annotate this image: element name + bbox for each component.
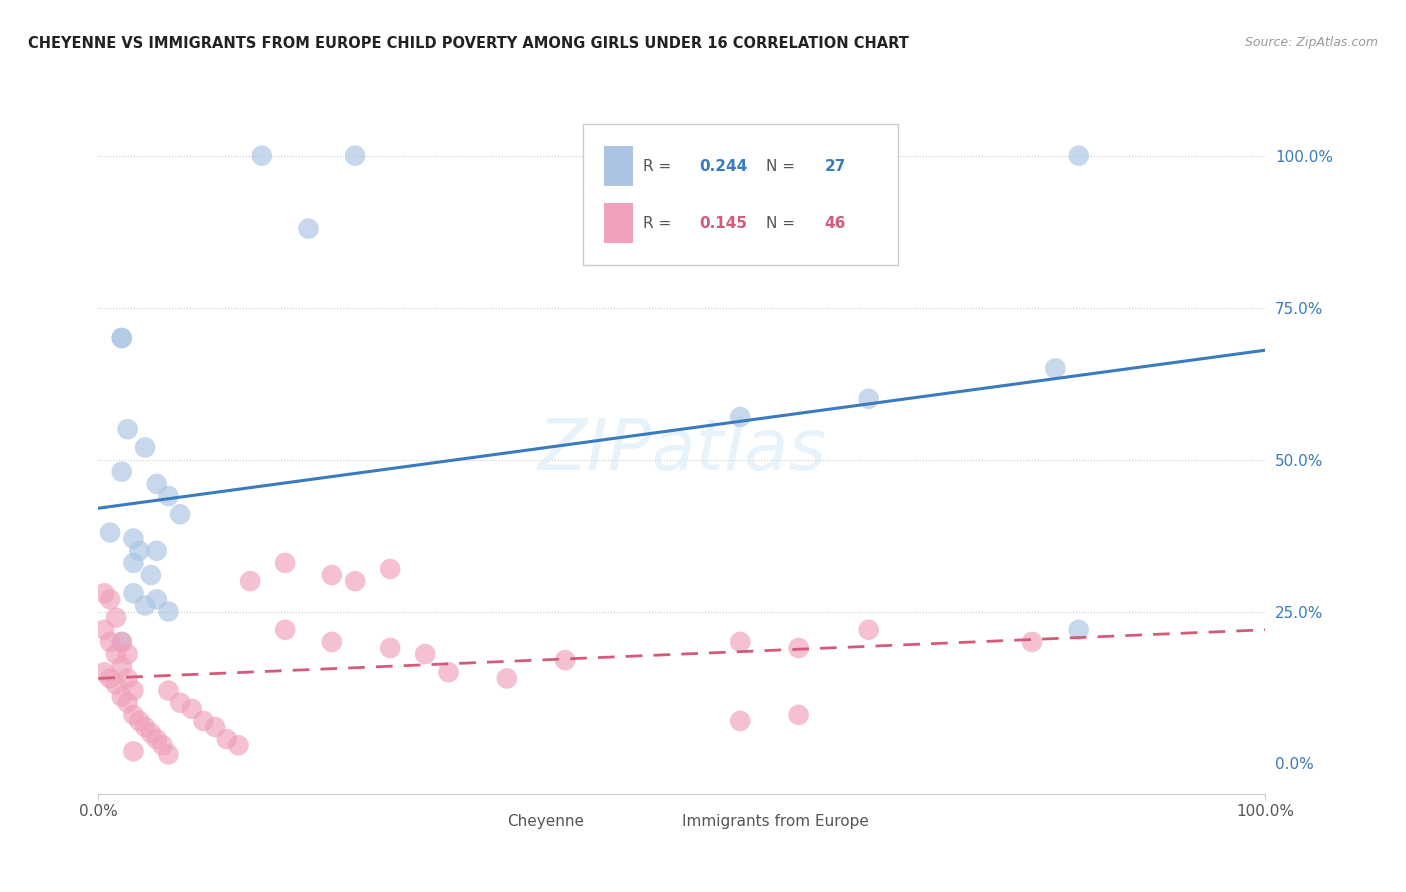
- Point: [157, 683, 180, 698]
- Point: [111, 331, 134, 345]
- Point: [93, 586, 115, 600]
- Point: [122, 744, 145, 758]
- Point: [111, 635, 134, 649]
- Point: [117, 696, 139, 710]
- Point: [858, 623, 880, 637]
- Point: [496, 672, 519, 686]
- Point: [139, 568, 162, 582]
- Point: [157, 747, 180, 762]
- Point: [228, 738, 250, 752]
- Point: [730, 714, 752, 728]
- Point: [169, 508, 191, 522]
- Point: [554, 653, 576, 667]
- Point: [180, 702, 202, 716]
- Point: [104, 610, 127, 624]
- Point: [122, 586, 145, 600]
- Point: [344, 574, 367, 589]
- FancyBboxPatch shape: [472, 809, 498, 835]
- Point: [122, 532, 145, 546]
- Point: [117, 647, 139, 661]
- Point: [128, 543, 150, 558]
- Point: [730, 635, 752, 649]
- Point: [98, 672, 121, 686]
- Point: [1021, 635, 1043, 649]
- Point: [344, 149, 367, 163]
- Point: [117, 672, 139, 686]
- Point: [111, 690, 134, 704]
- Point: [787, 707, 810, 722]
- Point: [157, 489, 180, 503]
- Point: [122, 707, 145, 722]
- FancyBboxPatch shape: [603, 146, 633, 186]
- Point: [98, 525, 121, 540]
- Point: [204, 720, 226, 734]
- Text: 27: 27: [824, 159, 845, 174]
- Point: [413, 647, 436, 661]
- Point: [321, 635, 343, 649]
- Point: [1067, 149, 1090, 163]
- Point: [380, 640, 402, 655]
- Point: [122, 556, 145, 570]
- Text: CHEYENNE VS IMMIGRANTS FROM EUROPE CHILD POVERTY AMONG GIRLS UNDER 16 CORRELATIO: CHEYENNE VS IMMIGRANTS FROM EUROPE CHILD…: [28, 36, 910, 51]
- Point: [157, 605, 180, 619]
- Point: [274, 623, 297, 637]
- Point: [297, 221, 319, 235]
- Point: [134, 720, 156, 734]
- Point: [437, 665, 460, 680]
- Point: [730, 410, 752, 425]
- Point: [1067, 623, 1090, 637]
- Text: N =: N =: [766, 216, 800, 231]
- Point: [193, 714, 215, 728]
- Text: R =: R =: [644, 159, 676, 174]
- Point: [787, 640, 810, 655]
- Point: [104, 677, 127, 691]
- Point: [93, 623, 115, 637]
- Point: [139, 726, 162, 740]
- Point: [104, 647, 127, 661]
- Point: [215, 732, 238, 747]
- Point: [169, 696, 191, 710]
- FancyBboxPatch shape: [647, 809, 672, 835]
- Point: [111, 465, 134, 479]
- Point: [146, 592, 169, 607]
- Point: [380, 562, 402, 576]
- Point: [98, 592, 121, 607]
- Text: ZIPatlas: ZIPatlas: [537, 416, 827, 485]
- FancyBboxPatch shape: [603, 203, 633, 243]
- Text: N =: N =: [766, 159, 800, 174]
- Point: [146, 476, 169, 491]
- Point: [98, 635, 121, 649]
- Point: [146, 732, 169, 747]
- Point: [111, 659, 134, 673]
- Text: Source: ZipAtlas.com: Source: ZipAtlas.com: [1244, 36, 1378, 49]
- Text: Cheyenne: Cheyenne: [508, 814, 583, 829]
- Point: [128, 714, 150, 728]
- Point: [93, 665, 115, 680]
- Text: R =: R =: [644, 216, 676, 231]
- Point: [117, 422, 139, 436]
- Point: [152, 738, 174, 752]
- Point: [858, 392, 880, 406]
- Point: [250, 149, 273, 163]
- Point: [1045, 361, 1067, 376]
- Text: 46: 46: [824, 216, 845, 231]
- Text: 0.244: 0.244: [699, 159, 748, 174]
- Point: [321, 568, 343, 582]
- Text: 0.145: 0.145: [699, 216, 748, 231]
- FancyBboxPatch shape: [582, 124, 898, 265]
- Point: [146, 543, 169, 558]
- Point: [122, 683, 145, 698]
- Point: [239, 574, 262, 589]
- Point: [111, 331, 134, 345]
- Text: Immigrants from Europe: Immigrants from Europe: [682, 814, 869, 829]
- Point: [274, 556, 297, 570]
- Point: [134, 599, 156, 613]
- Point: [134, 441, 156, 455]
- Point: [111, 635, 134, 649]
